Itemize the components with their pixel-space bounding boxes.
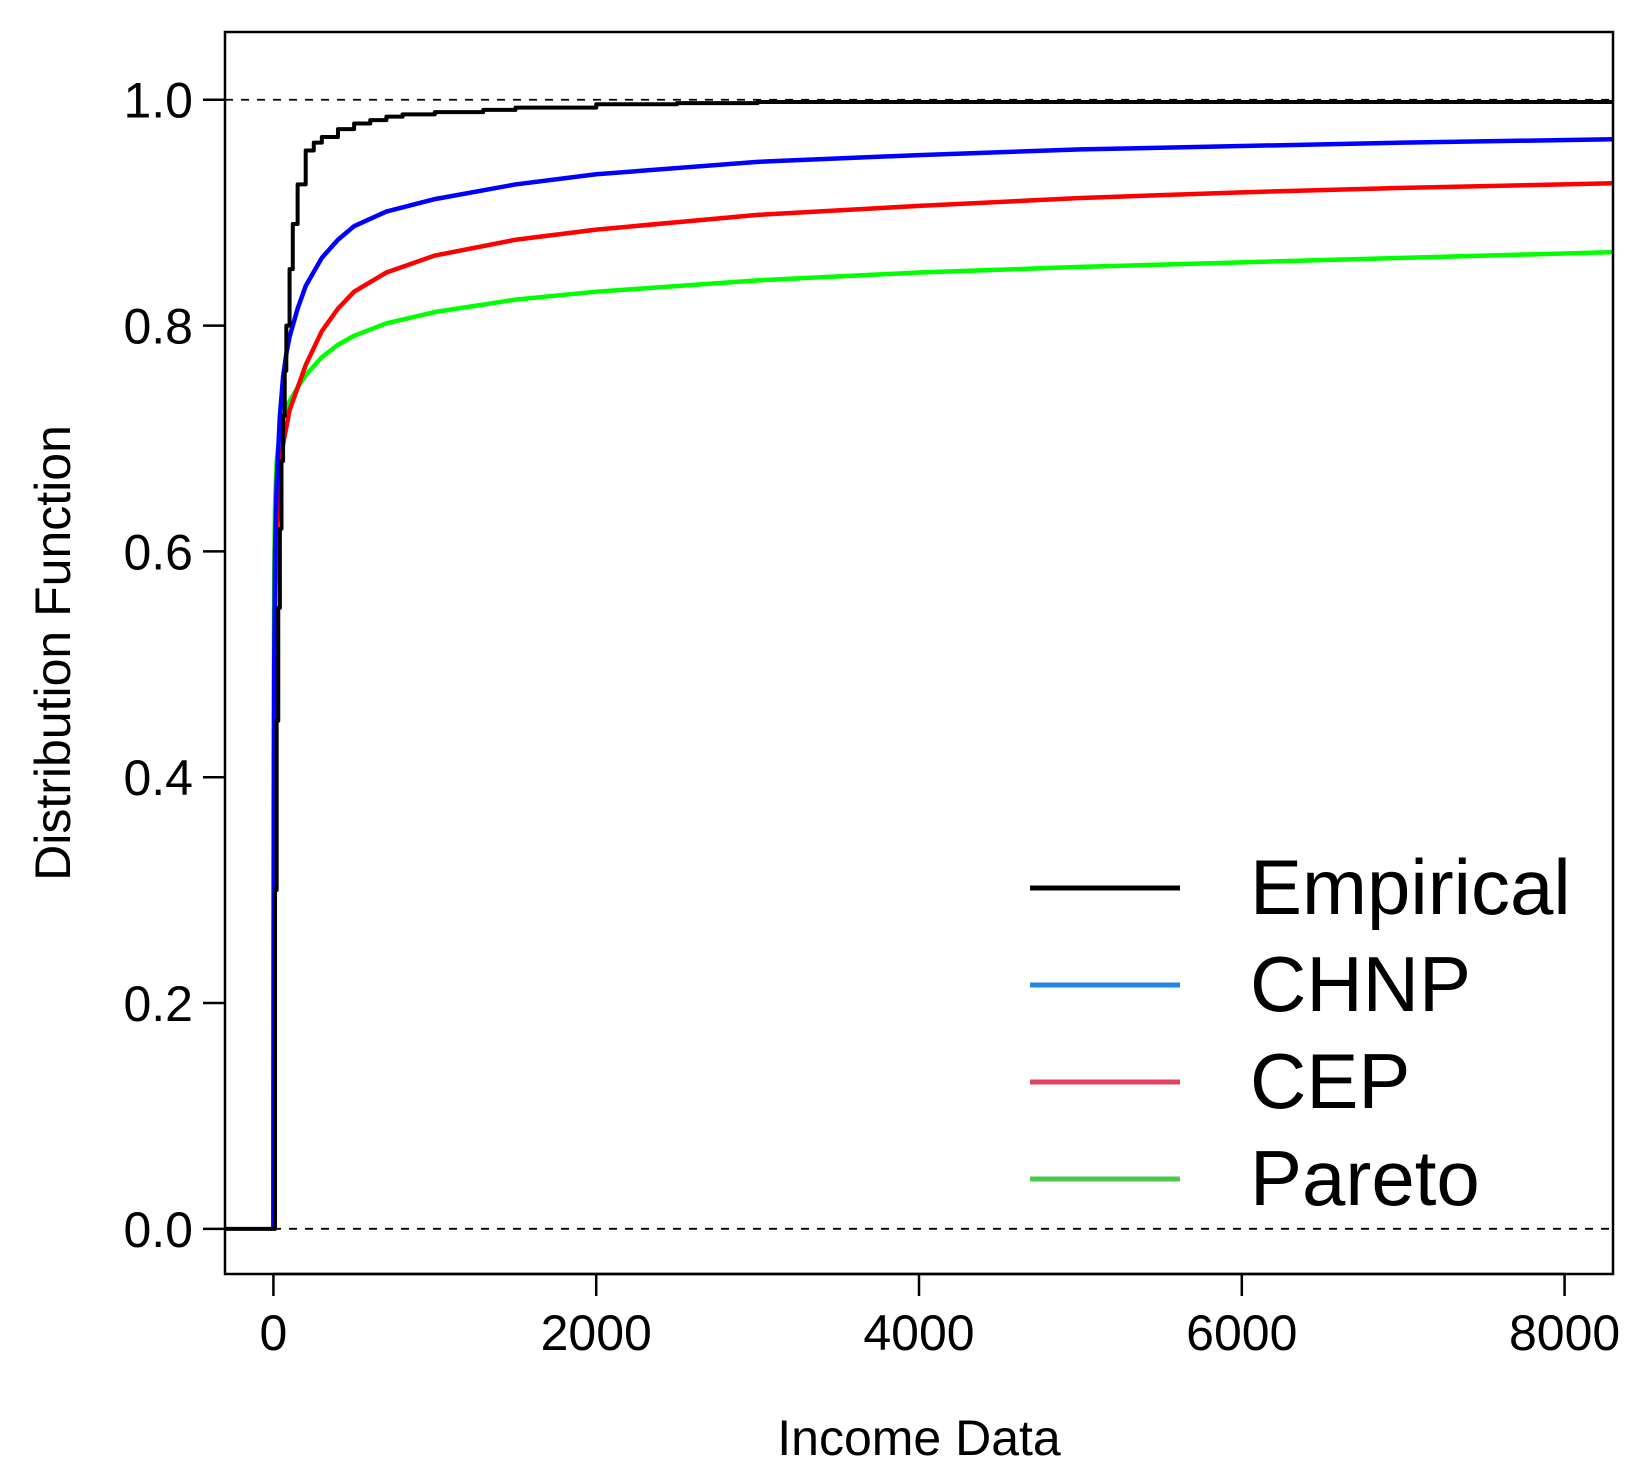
y-tick-label-1: 0.2 — [123, 976, 193, 1032]
legend-label-empirical: Empirical — [1250, 843, 1571, 931]
legend-label-pareto: Pareto — [1250, 1134, 1480, 1222]
y-tick-label-2: 0.4 — [123, 750, 193, 806]
series-layer — [225, 100, 1614, 1231]
series-line-pareto — [271, 249, 1614, 1229]
series-line-empirical — [225, 100, 1613, 1231]
legend-label-chnp: CHNP — [1250, 940, 1471, 1028]
series-line-cep — [271, 181, 1614, 1229]
legend-label-cep: CEP — [1250, 1037, 1410, 1125]
x-tick-label-1: 2000 — [541, 1305, 652, 1361]
y-tick-label-5: 1.0 — [123, 73, 193, 129]
x-tick-label-4: 8000 — [1509, 1305, 1620, 1361]
series-line-chnp — [271, 137, 1614, 1229]
x-axis-label: Income Data — [777, 1410, 1061, 1466]
reference-lines — [225, 98, 1613, 1230]
x-axis: 0 2000 4000 6000 8000 — [260, 1272, 1620, 1361]
y-tick-label-0: 0.0 — [123, 1202, 193, 1258]
x-tick-label-3: 6000 — [1186, 1305, 1297, 1361]
y-axis: 0.0 0.2 0.4 0.6 0.8 1.0 — [123, 73, 225, 1258]
x-tick-label-2: 4000 — [863, 1305, 974, 1361]
x-tick-label-0: 0 — [260, 1305, 288, 1361]
legend: Empirical CHNP CEP Pareto — [1030, 843, 1571, 1222]
y-axis-label: Distribution Function — [25, 425, 81, 881]
y-tick-label-3: 0.6 — [123, 524, 193, 580]
y-tick-label-4: 0.8 — [123, 299, 193, 355]
